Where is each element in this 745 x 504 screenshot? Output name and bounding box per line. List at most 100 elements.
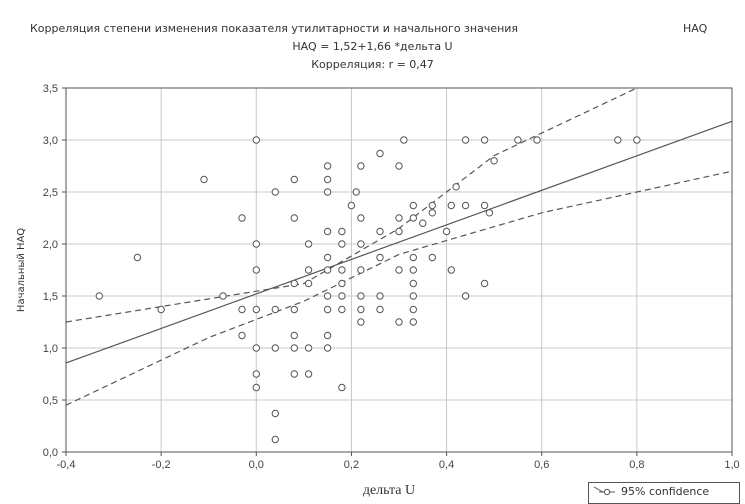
data-point xyxy=(376,305,384,314)
data-point xyxy=(338,383,346,392)
confidence-band-lower xyxy=(65,170,733,406)
data-point xyxy=(395,227,403,236)
data-point xyxy=(323,188,332,196)
x-tick-label: -0,4 xyxy=(57,459,76,471)
data-point xyxy=(357,240,365,248)
data-point xyxy=(357,162,365,170)
data-point xyxy=(376,227,384,236)
data-point xyxy=(357,318,365,326)
legend-symbol-icon xyxy=(593,486,615,496)
data-point xyxy=(633,136,641,144)
data-point xyxy=(447,201,455,210)
data-point xyxy=(290,305,298,314)
data-point xyxy=(480,136,489,144)
data-point xyxy=(428,209,436,217)
data-point xyxy=(290,331,298,340)
data-point xyxy=(252,136,260,144)
x-tick-label: 0,4 xyxy=(439,459,454,471)
data-point xyxy=(409,292,417,300)
x-tick-label: 0,0 xyxy=(249,459,264,471)
data-point xyxy=(323,305,332,314)
plot-frame xyxy=(65,87,733,453)
data-point xyxy=(357,305,365,314)
data-point xyxy=(428,201,436,210)
y-tick-label: 1,0 xyxy=(43,343,58,355)
regression-line xyxy=(65,120,733,364)
data-point xyxy=(428,253,436,262)
data-point xyxy=(409,201,417,210)
data-point xyxy=(252,305,260,314)
data-point xyxy=(252,383,260,392)
data-point xyxy=(338,240,346,248)
data-point xyxy=(323,266,332,274)
y-tick-label: 0,0 xyxy=(43,447,58,459)
y-tick-label: 2,5 xyxy=(43,187,58,199)
data-point xyxy=(290,175,298,184)
data-point xyxy=(461,201,470,210)
data-point xyxy=(376,253,384,262)
data-point xyxy=(409,279,417,288)
data-point xyxy=(323,227,332,236)
data-point xyxy=(338,279,346,288)
data-point xyxy=(133,253,142,262)
data-point xyxy=(409,214,417,222)
y-tick-label: 3,0 xyxy=(43,135,58,147)
data-point xyxy=(238,214,246,222)
data-point xyxy=(376,292,384,300)
correlation-text: Корреляция: r = 0,47 xyxy=(311,58,434,71)
data-point xyxy=(290,279,298,288)
data-point xyxy=(157,305,165,314)
data-point xyxy=(480,201,489,210)
data-point xyxy=(347,201,356,210)
regression-equation: HAQ = 1,52+1,66 *дельта U xyxy=(292,40,453,53)
data-point xyxy=(533,136,541,144)
data-point xyxy=(357,266,365,274)
data-point xyxy=(338,292,346,300)
y-tick-label: 3,5 xyxy=(43,83,58,95)
data-point xyxy=(419,219,427,227)
y-tick-label: 2,0 xyxy=(43,239,58,251)
data-point xyxy=(480,279,489,288)
data-point xyxy=(338,266,346,274)
x-tick-label: -0,2 xyxy=(152,459,171,471)
data-point xyxy=(95,292,104,300)
chart-title: Корреляция степени изменения показателя … xyxy=(30,22,519,35)
data-point xyxy=(395,162,403,170)
data-point xyxy=(271,435,279,444)
data-point xyxy=(290,214,298,222)
legend: 95% confidence xyxy=(588,482,740,504)
data-point xyxy=(614,136,622,144)
data-point xyxy=(514,136,522,144)
data-point xyxy=(252,266,260,274)
data-point xyxy=(352,188,360,196)
data-point xyxy=(304,370,313,378)
data-point xyxy=(290,370,298,378)
data-point xyxy=(409,253,417,262)
data-point xyxy=(338,305,346,314)
data-point xyxy=(357,292,365,300)
data-point xyxy=(395,266,403,274)
y-tick-label: 0,5 xyxy=(43,395,58,407)
data-point xyxy=(200,175,208,184)
data-point xyxy=(357,214,365,222)
x-axis-label: дельта U xyxy=(363,483,415,498)
y-axis-label: Начальный HAQ xyxy=(16,228,27,312)
data-point xyxy=(409,318,417,326)
data-point xyxy=(323,344,332,352)
x-tick-label: 1,0 xyxy=(724,459,739,471)
data-point xyxy=(304,344,313,352)
legend-label: 95% confidence xyxy=(621,485,710,498)
data-point xyxy=(395,318,403,326)
data-point xyxy=(271,305,279,314)
data-point xyxy=(252,370,260,378)
data-point xyxy=(338,227,346,236)
data-point xyxy=(323,331,332,340)
x-tick-label: 0,8 xyxy=(629,459,644,471)
data-point xyxy=(304,266,313,274)
data-point xyxy=(304,279,313,288)
x-tick-label: 0,6 xyxy=(534,459,549,471)
data-point xyxy=(447,266,455,274)
chart-title-right: HAQ xyxy=(683,22,708,35)
